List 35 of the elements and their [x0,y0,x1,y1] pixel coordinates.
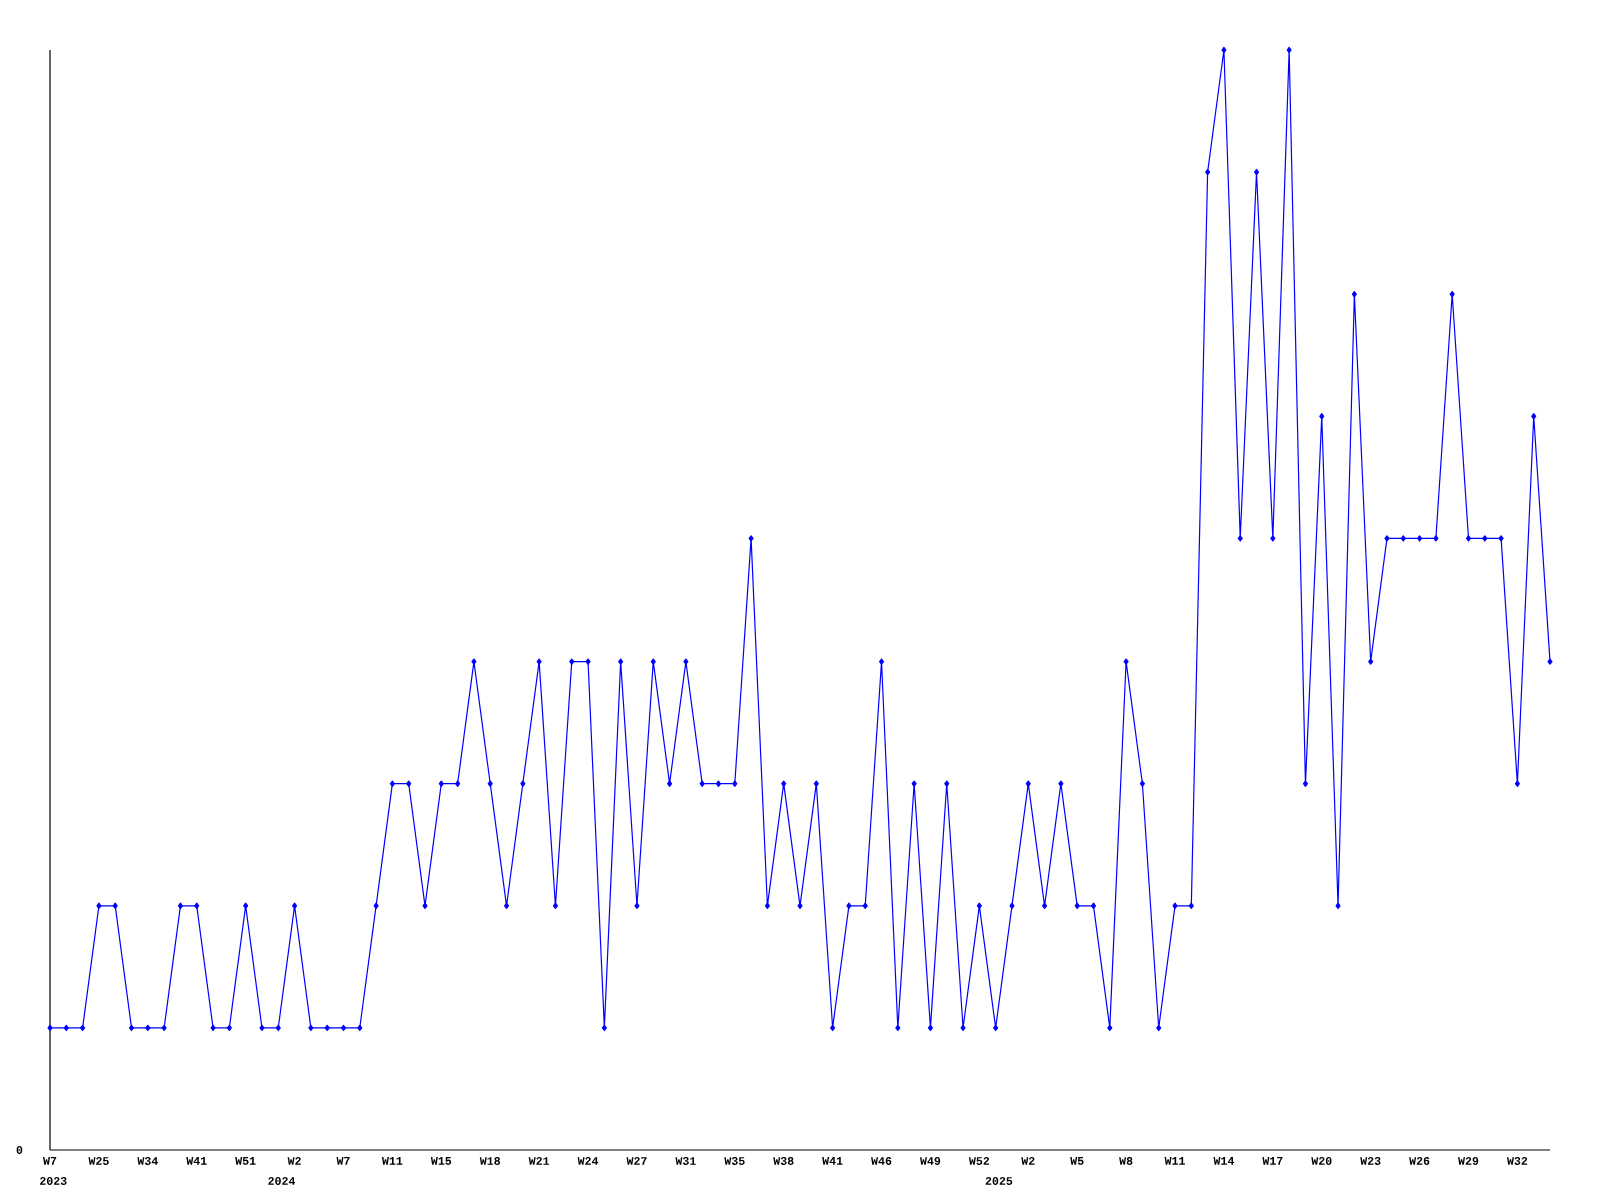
text: 2023 [40,1177,67,1185]
x-tick-label: W21 [528,1157,550,1165]
x-tick-label: W31 [675,1157,696,1165]
x-tick-label: W32 [1506,1157,1528,1165]
x-tick-label: W5 [1070,1157,1084,1165]
x-tick-label: W2 [1021,1157,1035,1165]
x-tick-label: W38 [773,1157,794,1165]
x-tick-label: W26 [1409,1157,1430,1165]
x-tick-label: W15 [430,1157,452,1165]
text: 0 [16,1146,23,1154]
x-tick-label: W14 [1213,1157,1235,1165]
x-tick-label: W7 [336,1157,350,1165]
x-tick-label: W27 [626,1157,647,1165]
x-tick-label: W46 [871,1157,892,1165]
x-tick-label: W49 [920,1157,941,1165]
x-tick-label: W41 [822,1157,843,1165]
x-tick-label: W20 [1311,1157,1332,1165]
x-tick-label: W25 [88,1157,109,1165]
x-tick-label: W41 [186,1157,207,1165]
text: 2025 [985,1177,1013,1185]
x-tick-label: W51 [235,1157,256,1165]
x-tick-label: W11 [381,1157,403,1165]
x-tick-label: W17 [1262,1157,1283,1165]
x-tick-label: W35 [724,1157,745,1165]
x-tick-label: W7 [43,1157,57,1165]
x-tick-label: W34 [137,1157,158,1165]
x-tick-label: W18 [479,1157,501,1165]
x-tick-label: W2 [287,1157,301,1165]
x-tick-label: W24 [577,1157,599,1165]
x-tick-label: W29 [1458,1157,1479,1165]
x-tick-label: W11 [1164,1157,1185,1165]
x-tick-label: W52 [968,1157,990,1165]
x-tick-label: W23 [1360,1157,1381,1165]
x-tick-label: W8 [1119,1157,1133,1165]
text: 2024 [268,1177,296,1185]
